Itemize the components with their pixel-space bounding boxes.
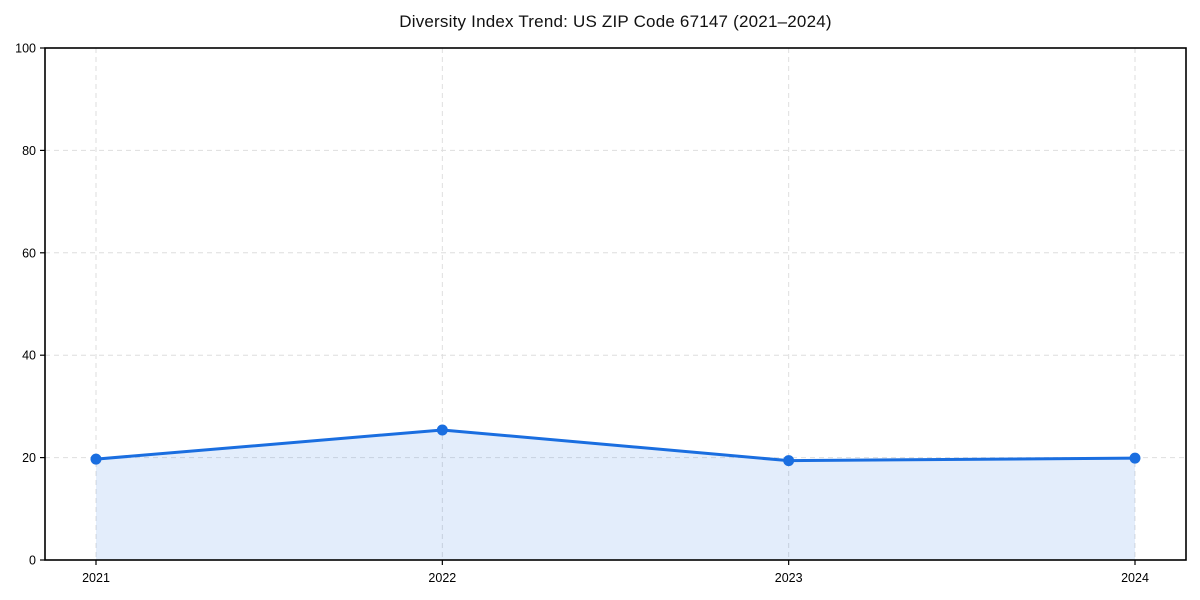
y-tick-label: 60 [22,246,36,260]
trend-line [94,428,1137,463]
data-point-marker [1129,452,1141,464]
y-tick-label: 20 [22,451,36,465]
plot-frame [44,47,1187,561]
data-point-marker [436,424,448,436]
y-tick-label: 40 [22,349,36,363]
y-tick-label: 100 [15,42,36,56]
area-fill [96,429,1135,560]
chart-title: Diversity Index Trend: US ZIP Code 67147… [399,12,832,31]
x-tick-label: 2024 [1121,571,1149,585]
x-tick-label: 2021 [82,571,110,585]
data-point-marker [90,453,102,465]
data-point-marker [783,455,795,467]
x-tick-label: 2022 [428,571,456,585]
y-tick-label: 80 [22,144,36,158]
x-tick-label: 2023 [775,571,803,585]
y-tick-label: 0 [29,554,36,568]
